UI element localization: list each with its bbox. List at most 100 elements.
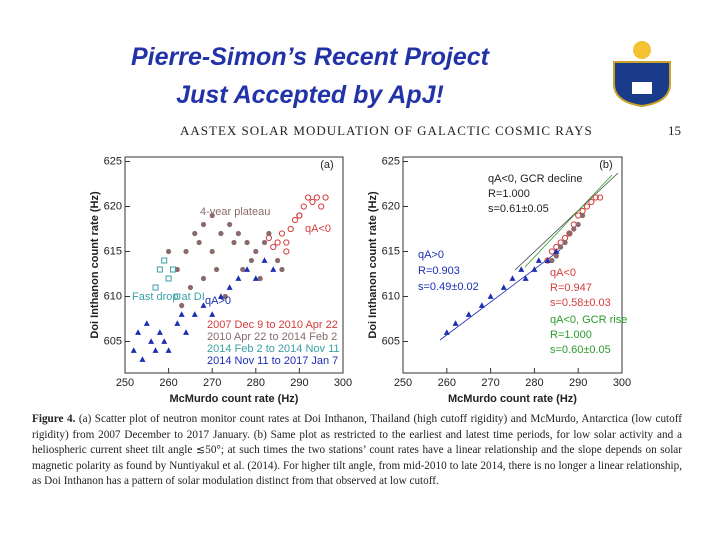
- y-tick-label: 615: [104, 245, 122, 257]
- point: [261, 239, 268, 246]
- point: [487, 293, 494, 299]
- legend-label: 2010 Apr 22 to 2014 Feb 2: [207, 331, 337, 343]
- point: [452, 320, 459, 326]
- point: [571, 226, 577, 232]
- point: [274, 239, 281, 246]
- point: [200, 302, 207, 308]
- point: [244, 239, 250, 246]
- slide-title: Pierre-Simon’s Recent Project Just Accep…: [60, 38, 560, 114]
- annotation: s=0.61±0.05: [488, 203, 549, 215]
- point: [535, 257, 542, 263]
- x-tick-label: 290: [569, 377, 587, 389]
- point: [174, 266, 180, 273]
- point: [309, 198, 316, 206]
- logo-sun: [633, 41, 651, 59]
- point: [139, 356, 146, 362]
- y-tick-label: 620: [382, 200, 400, 212]
- point: [200, 221, 207, 228]
- point: [178, 311, 185, 317]
- x-tick-label: 250: [394, 377, 412, 389]
- point: [165, 275, 172, 282]
- point: [443, 329, 450, 335]
- y-tick-label: 620: [104, 200, 122, 212]
- annotation: Fast drop at DI: [132, 291, 205, 303]
- annotation: qA<0, GCR decline: [488, 173, 582, 185]
- point: [196, 239, 202, 246]
- point: [156, 329, 163, 335]
- point: [183, 248, 189, 255]
- point: [143, 320, 150, 326]
- point: [235, 230, 241, 237]
- point: [588, 198, 595, 206]
- point: [597, 194, 604, 201]
- point: [313, 194, 320, 201]
- x-tick-label: 270: [203, 377, 221, 389]
- annotation: qA<0: [305, 223, 331, 235]
- point: [296, 212, 303, 219]
- annotation: qA>0: [418, 249, 444, 261]
- x-tick-label: 250: [116, 377, 134, 389]
- point: [222, 293, 228, 300]
- x-tick-label: 280: [525, 377, 543, 389]
- annotation: qA<0, GCR rise: [550, 314, 627, 326]
- point: [213, 266, 220, 273]
- annotation: s=0.49±0.02: [418, 281, 479, 293]
- point: [275, 257, 281, 264]
- point: [253, 248, 259, 255]
- point: [553, 253, 559, 259]
- y-tick-label: 625: [104, 155, 122, 167]
- point: [305, 194, 312, 201]
- point: [283, 239, 290, 246]
- y-tick-label: 615: [382, 245, 400, 257]
- fit-line: [439, 249, 561, 341]
- point: [279, 266, 285, 273]
- point: [509, 275, 516, 281]
- point: [235, 275, 242, 281]
- title-line: Pierre-Simon’s Recent Project: [130, 43, 489, 71]
- panel-label: (a): [320, 159, 333, 171]
- plot-frame: [124, 156, 344, 374]
- caption: Figure 4. (a) Scatter plot of neutron mo…: [32, 412, 682, 490]
- point: [183, 329, 190, 335]
- point: [174, 293, 181, 300]
- point: [583, 203, 591, 210]
- point: [561, 234, 569, 242]
- x-tick-label: 300: [613, 377, 631, 389]
- point: [592, 194, 599, 201]
- y-axis-label: Doi Inthanon count rate (Hz): [367, 191, 379, 339]
- point: [209, 311, 216, 317]
- point: [169, 266, 176, 273]
- point: [227, 221, 233, 228]
- x-tick-label: 300: [334, 377, 352, 389]
- point: [152, 347, 159, 353]
- point: [265, 234, 272, 242]
- point: [549, 257, 555, 264]
- y-tick-label: 605: [104, 335, 122, 347]
- panel-label: (b): [599, 159, 612, 171]
- point: [522, 275, 529, 281]
- point: [300, 203, 307, 210]
- point: [478, 302, 485, 308]
- point: [218, 230, 224, 237]
- point: [544, 257, 551, 263]
- point: [270, 266, 277, 272]
- point: [135, 329, 142, 335]
- point: [174, 320, 181, 326]
- x-tick-label: 260: [438, 377, 456, 389]
- point: [226, 284, 233, 290]
- logo: [613, 41, 671, 108]
- point: [270, 243, 277, 251]
- annotation: R=1.000: [488, 188, 530, 200]
- point: [579, 207, 586, 215]
- point: [465, 311, 472, 317]
- point: [217, 293, 224, 299]
- legend-label: 2014 Nov 11 to 2017 Jan 7: [207, 355, 338, 367]
- page-number: 15: [668, 123, 681, 138]
- point: [248, 257, 255, 264]
- x-tick-label: 280: [247, 377, 265, 389]
- x-tick-label: 270: [481, 377, 499, 389]
- point: [562, 239, 568, 246]
- x-axis-label: McMurdo count rate (Hz): [448, 393, 577, 405]
- logo-book: [632, 82, 652, 94]
